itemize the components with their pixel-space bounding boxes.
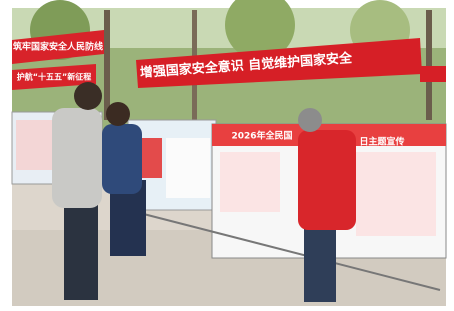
tree-trunk bbox=[104, 10, 110, 120]
board-panel bbox=[166, 138, 210, 198]
person-head bbox=[298, 108, 322, 132]
person-head bbox=[74, 82, 102, 110]
tree-trunk bbox=[426, 10, 432, 120]
banner bbox=[420, 66, 446, 82]
person-jacket bbox=[102, 124, 142, 194]
person-coat bbox=[52, 108, 102, 208]
person-head bbox=[106, 102, 130, 126]
person-legs bbox=[304, 220, 336, 302]
banner-text: 筑牢国家安全人民防线 bbox=[13, 41, 103, 53]
board-panel bbox=[356, 152, 436, 236]
person-legs bbox=[64, 200, 98, 300]
board-panel bbox=[16, 120, 56, 170]
photo: 筑牢国家安全人民防线 护航“十五五”新征程 增强国家安全意识 自觉维护国家安全 … bbox=[0, 0, 454, 311]
board-title: 2026年全民国 bbox=[231, 130, 292, 142]
banner-text: 护航“十五五”新征程 bbox=[17, 72, 92, 82]
board-title: 日主题宣传 bbox=[359, 136, 404, 148]
person-vest bbox=[298, 130, 356, 230]
page: 筑牢国家安全人民防线 护航“十五五”新征程 增强国家安全意识 自觉维护国家安全 … bbox=[0, 0, 454, 311]
board-panel bbox=[220, 152, 280, 212]
